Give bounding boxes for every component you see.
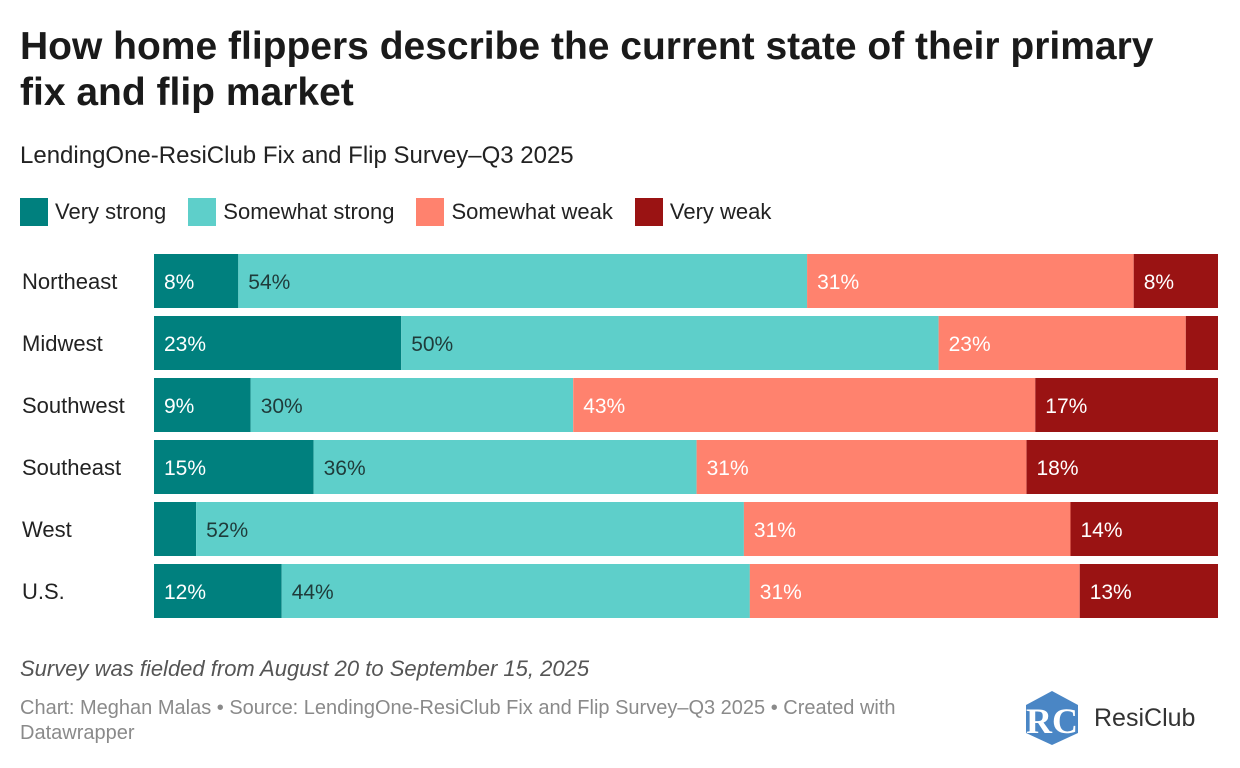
data-label-southeast-somewhat-strong: 36% (324, 457, 366, 480)
bar-northeast-very-weak (1133, 254, 1218, 308)
data-label-u-s-somewhat-strong: 44% (292, 581, 334, 604)
chart-subtitle: LendingOne-ResiClub Fix and Flip Survey–… (20, 142, 574, 169)
bar-northeast-somewhat-strong (238, 254, 808, 308)
bar-u-s-very-strong (154, 564, 282, 618)
data-label-u-s-somewhat-weak: 31% (760, 581, 802, 604)
legend-item-somewhat-weak: Somewhat weak (416, 198, 613, 226)
bar-midwest-somewhat-weak (938, 316, 1186, 370)
bar-southwest-very-weak (1035, 378, 1218, 432)
data-label-west-somewhat-weak: 31% (754, 519, 796, 542)
bar-southwest-somewhat-strong (250, 378, 574, 432)
data-label-midwest-very-strong: 23% (164, 333, 206, 356)
chart-title: How home flippers describe the current s… (20, 25, 1154, 114)
legend: Very strong Somewhat strong Somewhat wea… (20, 197, 793, 227)
svg-text:RC: RC (1026, 701, 1078, 741)
bar-west-somewhat-strong (196, 502, 744, 556)
legend-swatch-somewhat-weak (416, 198, 445, 226)
resiclub-logo-mark: RC (1026, 691, 1078, 745)
data-label-midwest-somewhat-weak: 23% (949, 333, 991, 356)
category-label-u-s: U.S. (22, 579, 65, 604)
legend-item-very-strong: Very strong (20, 198, 166, 226)
category-label-northeast: Northeast (22, 269, 117, 294)
bar-northeast-very-strong (154, 254, 239, 308)
legend-item-somewhat-strong: Somewhat strong (188, 198, 394, 226)
bar-u-s-somewhat-weak (749, 564, 1080, 618)
bar-southeast-very-weak (1026, 440, 1218, 494)
survey-note: Survey was fielded from August 20 to Sep… (20, 656, 590, 681)
data-label-northeast-somewhat-weak: 31% (817, 271, 859, 294)
bar-northeast-somewhat-weak (807, 254, 1134, 308)
chart-credit: Chart: Meghan Malas • Source: LendingOne… (20, 697, 896, 744)
legend-label-very-strong: Very strong (55, 199, 167, 224)
data-label-northeast-somewhat-strong: 54% (248, 271, 290, 294)
bar-southwest-very-strong (154, 378, 251, 432)
data-label-midwest-somewhat-strong: 50% (411, 333, 453, 356)
data-label-southeast-very-weak: 18% (1037, 457, 1079, 480)
data-label-northeast-very-strong: 8% (164, 271, 194, 294)
stacked-bar-chart: Northeast 8% 54% 31% 8% Midwest 23% 50% 23% South… (22, 254, 1218, 618)
data-label-southwest-somewhat-weak: 43% (583, 395, 625, 418)
data-label-northeast-very-weak: 8% (1144, 271, 1174, 294)
data-label-southeast-somewhat-weak: 31% (707, 457, 749, 480)
bar-west-somewhat-weak (743, 502, 1071, 556)
bar-southeast-somewhat-weak (696, 440, 1027, 494)
bar-midwest-very-weak (1185, 316, 1218, 370)
bar-midwest-somewhat-strong (401, 316, 939, 370)
bar-southeast-very-strong (154, 440, 314, 494)
data-label-u-s-very-weak: 13% (1090, 581, 1132, 604)
data-label-west-very-weak: 14% (1081, 519, 1123, 542)
bar-southeast-somewhat-strong (313, 440, 697, 494)
bar-west-very-strong (154, 502, 197, 556)
legend-swatch-somewhat-strong (188, 198, 217, 226)
resiclub-logo-text: ResiClub (1094, 703, 1196, 732)
bar-midwest-very-strong (154, 316, 402, 370)
resiclub-logo: RC ResiClub (1024, 689, 1195, 747)
bar-southwest-somewhat-weak (573, 378, 1036, 432)
data-label-southwest-somewhat-strong: 30% (261, 395, 303, 418)
bar-u-s-somewhat-strong (281, 564, 750, 618)
category-label-southwest: Southwest (22, 393, 125, 418)
bar-u-s-very-weak (1079, 564, 1218, 618)
category-label-west: West (22, 517, 72, 542)
category-label-midwest: Midwest (22, 331, 103, 356)
legend-swatch-very-weak (634, 198, 663, 226)
legend-label-very-weak: Very weak (669, 199, 772, 224)
legend-item-very-weak: Very weak (634, 198, 772, 226)
data-label-u-s-very-strong: 12% (164, 581, 206, 604)
legend-label-somewhat-weak: Somewhat weak (451, 199, 613, 224)
data-label-west-somewhat-strong: 52% (206, 519, 248, 542)
legend-label-somewhat-strong: Somewhat strong (223, 199, 395, 224)
legend-swatch-very-strong (20, 198, 48, 226)
data-label-southeast-very-strong: 15% (164, 457, 206, 480)
category-label-southeast: Southeast (22, 455, 121, 480)
data-label-southwest-very-weak: 17% (1045, 395, 1087, 418)
data-label-southwest-very-strong: 9% (164, 395, 194, 418)
bar-west-very-weak (1070, 502, 1218, 556)
